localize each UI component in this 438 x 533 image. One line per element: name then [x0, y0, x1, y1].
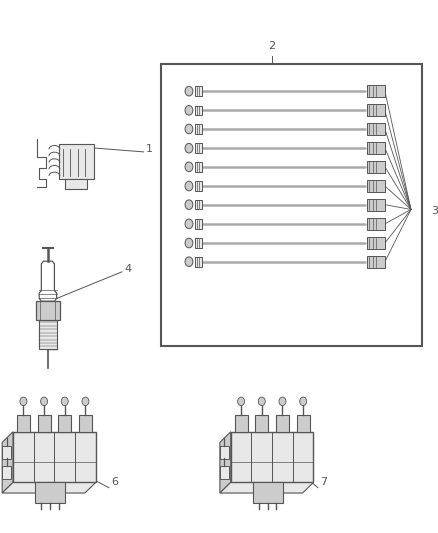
Bar: [276, 415, 288, 432]
Bar: [366, 256, 384, 268]
Circle shape: [185, 143, 192, 153]
Circle shape: [185, 162, 192, 172]
Circle shape: [185, 124, 192, 134]
Bar: [65, 179, 87, 189]
Text: 7: 7: [319, 478, 326, 487]
Bar: [195, 238, 202, 248]
Bar: [195, 143, 202, 153]
Polygon shape: [2, 482, 95, 493]
Bar: [195, 86, 202, 96]
Bar: [161, 64, 421, 346]
Circle shape: [185, 86, 192, 96]
Bar: [36, 301, 60, 320]
Bar: [58, 415, 71, 432]
Circle shape: [258, 397, 265, 406]
Text: 3: 3: [430, 206, 437, 215]
Bar: [366, 142, 384, 154]
Bar: [230, 432, 313, 482]
Bar: [195, 124, 202, 134]
Bar: [366, 180, 384, 192]
Circle shape: [40, 397, 47, 406]
Bar: [13, 432, 95, 482]
Bar: [79, 415, 92, 432]
Circle shape: [82, 397, 89, 406]
Bar: [366, 237, 384, 249]
Bar: [195, 219, 202, 229]
Bar: [296, 415, 309, 432]
Circle shape: [185, 219, 192, 229]
Bar: [366, 199, 384, 211]
Text: 1: 1: [145, 144, 152, 154]
Bar: [252, 482, 283, 503]
Bar: [195, 162, 202, 172]
Bar: [35, 482, 65, 503]
Bar: [195, 200, 202, 209]
Circle shape: [61, 397, 68, 406]
Text: 6: 6: [111, 478, 118, 487]
Bar: [366, 104, 384, 116]
Bar: [219, 446, 228, 459]
Polygon shape: [219, 432, 230, 493]
Polygon shape: [219, 482, 313, 493]
Circle shape: [299, 397, 306, 406]
Bar: [254, 415, 268, 432]
Bar: [234, 415, 247, 432]
Circle shape: [20, 397, 27, 406]
Bar: [366, 161, 384, 173]
Bar: [195, 257, 202, 266]
Text: 2: 2: [268, 41, 275, 51]
Circle shape: [237, 397, 244, 406]
Text: 4: 4: [124, 264, 131, 274]
Polygon shape: [39, 261, 57, 301]
Circle shape: [278, 397, 285, 406]
Bar: [195, 106, 202, 115]
Circle shape: [185, 106, 192, 115]
Bar: [17, 415, 30, 432]
Bar: [59, 144, 93, 179]
Bar: [2, 446, 11, 459]
Bar: [2, 466, 11, 479]
Bar: [366, 85, 384, 97]
Bar: [219, 466, 228, 479]
Bar: [38, 415, 50, 432]
Circle shape: [185, 181, 192, 191]
Bar: [366, 218, 384, 230]
Circle shape: [185, 257, 192, 266]
Circle shape: [185, 238, 192, 248]
Circle shape: [185, 200, 192, 209]
Bar: [366, 123, 384, 135]
Bar: [39, 320, 57, 349]
Polygon shape: [2, 432, 13, 493]
Bar: [195, 181, 202, 191]
